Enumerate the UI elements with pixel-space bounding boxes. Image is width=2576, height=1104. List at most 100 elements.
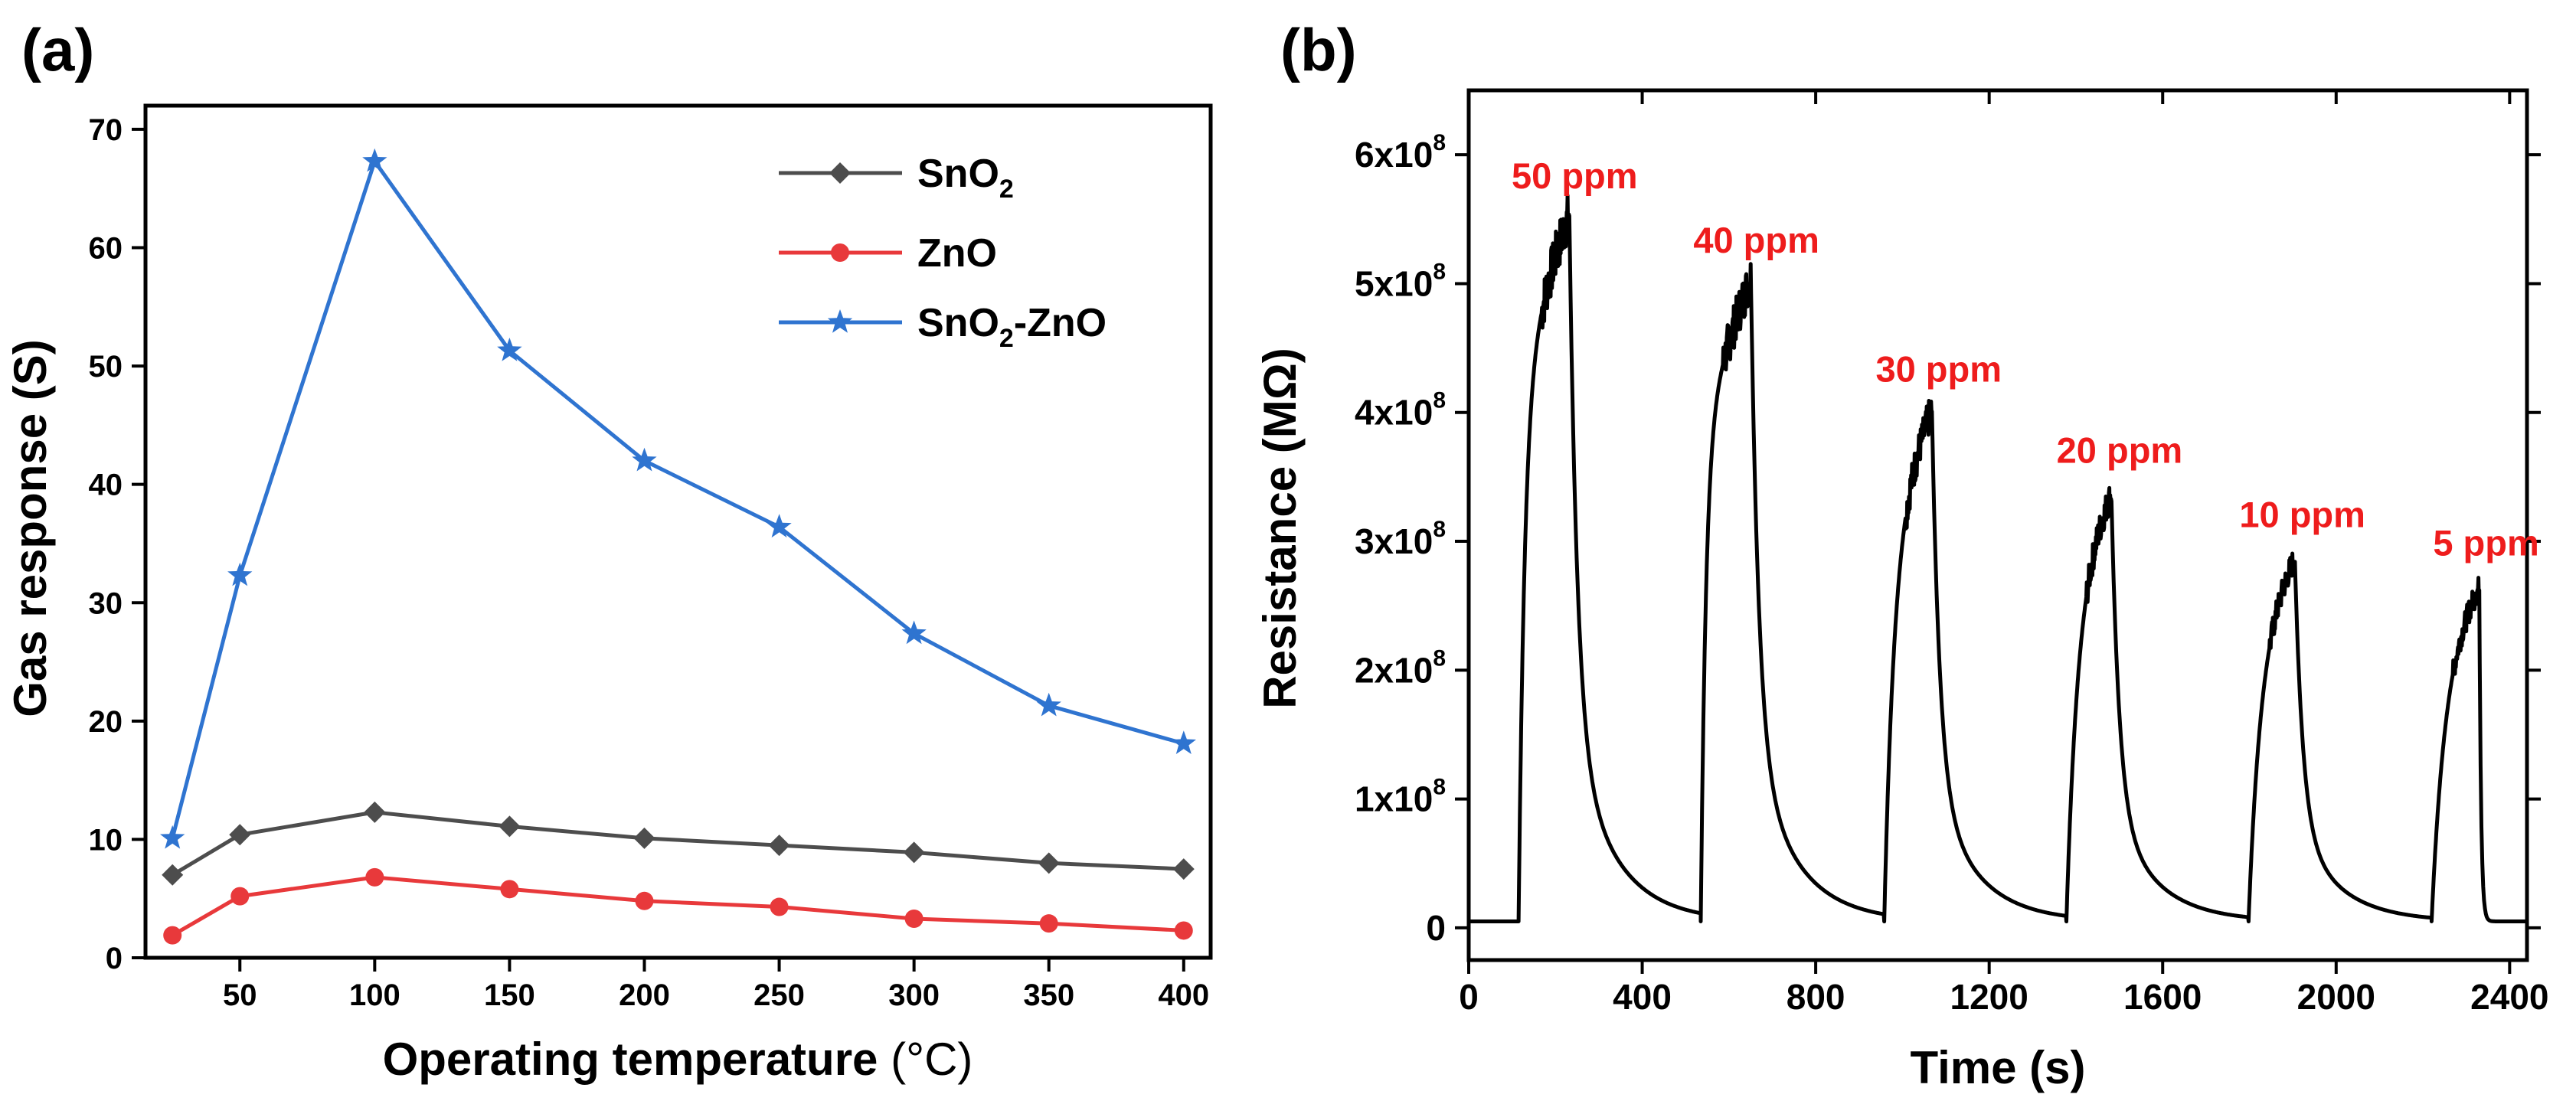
x-tick-label-b: 2400 bbox=[2470, 977, 2548, 1017]
concentration-label: 40 ppm bbox=[1693, 220, 1819, 260]
y-tick-mantissa: 3x10 bbox=[1355, 521, 1433, 561]
data-point-sno2 bbox=[633, 827, 655, 849]
y-tick-label-a: 50 bbox=[89, 350, 123, 384]
y-tick-label-b: 3x108 bbox=[1355, 517, 1446, 561]
y-tick-mantissa: 1x10 bbox=[1355, 779, 1433, 819]
x-tick-label-a: 200 bbox=[619, 978, 670, 1012]
axis-ticks-b: 0 400 800 1200 1600 2000 240001x1082x1083x1084… bbox=[1355, 90, 2549, 1017]
series-group-a bbox=[160, 148, 1196, 945]
y-tick-mantissa: 6x10 bbox=[1355, 135, 1433, 175]
data-point-zno bbox=[365, 867, 384, 887]
legend-marker-sno2 bbox=[829, 162, 851, 184]
series-line-sno2-zno bbox=[170, 159, 1185, 839]
y-tick-label-b: 4x108 bbox=[1355, 388, 1446, 433]
data-point-sno2 bbox=[1038, 852, 1060, 874]
data-point-sno2-zno bbox=[901, 620, 927, 645]
legend-label-main: SnO bbox=[917, 152, 999, 196]
x-tick-label-b: 400 bbox=[1613, 977, 1672, 1017]
legend-marker-zno bbox=[831, 243, 849, 262]
data-point-zno bbox=[635, 891, 654, 910]
y-tick-exponent: 8 bbox=[1433, 388, 1446, 413]
data-point-sno2 bbox=[499, 815, 521, 838]
y-tick-label-a: 40 bbox=[89, 469, 123, 502]
legend-label-main: SnO bbox=[917, 301, 999, 345]
y-tick-label-a: 60 bbox=[89, 232, 123, 266]
panel-label-b: (b) bbox=[1280, 16, 1357, 83]
x-tick-label-a: 250 bbox=[754, 978, 805, 1012]
data-point-sno2-zno bbox=[227, 562, 253, 586]
y-tick-mantissa: 5x10 bbox=[1355, 263, 1433, 303]
y-tick-mantissa: 2x10 bbox=[1355, 650, 1433, 690]
y-axis-title-b: Resistance (MΩ) bbox=[1254, 348, 1306, 709]
y-tick-mantissa: 4x10 bbox=[1355, 393, 1433, 433]
x-axis-title-a-main: Operating temperature bbox=[383, 1034, 878, 1085]
y-tick-exponent: 8 bbox=[1433, 645, 1446, 671]
concentration-label: 20 ppm bbox=[2057, 430, 2183, 470]
concentration-labels-b: 50 ppm 40 ppm 30 ppm 20 ppm 10 ppm 5 ppm bbox=[1512, 155, 2539, 563]
data-point-zno bbox=[770, 897, 789, 916]
y-tick-label-b: 1x108 bbox=[1355, 775, 1446, 819]
series-line-sno2 bbox=[171, 810, 1184, 877]
data-point-sno2 bbox=[229, 824, 251, 846]
panel-b: (b) 0 400 800 1200 1600 2000 240001x1082x1083x… bbox=[1254, 16, 2549, 1093]
x-axis-title-a: Operating temperature (°C) bbox=[383, 1034, 973, 1085]
data-point-sno2-zno bbox=[1036, 692, 1061, 717]
concentration-label: 5 ppm bbox=[2433, 523, 2538, 563]
x-axis-title-b: Time (s) bbox=[1911, 1042, 2086, 1093]
concentration-label: 30 ppm bbox=[1875, 348, 2002, 389]
data-point-sno2 bbox=[162, 864, 184, 886]
y-tick-label-a: 20 bbox=[89, 705, 123, 739]
x-tick-label-b: 800 bbox=[1787, 977, 1845, 1017]
legend-label-sno2-zno: SnO2-ZnO bbox=[917, 301, 1107, 353]
x-tick-label-b: 1200 bbox=[1950, 977, 2028, 1017]
x-tick-label-b: 1600 bbox=[2123, 977, 2202, 1017]
y-tick-label-b: 6x108 bbox=[1355, 130, 1446, 175]
y-tick-exponent: 8 bbox=[1433, 517, 1446, 542]
data-point-zno bbox=[1039, 914, 1058, 933]
data-point-sno2 bbox=[903, 841, 925, 864]
data-point-zno bbox=[1174, 921, 1193, 940]
x-tick-label-a: 100 bbox=[349, 978, 400, 1012]
legend-label-sno2: SnO2 bbox=[917, 152, 1014, 204]
data-point-sno2-zno bbox=[767, 514, 792, 538]
legend-marker-sno2-zno bbox=[827, 309, 853, 333]
x-tick-label-a: 400 bbox=[1158, 978, 1209, 1012]
data-point-sno2 bbox=[768, 835, 790, 857]
legend-label-subscript: 2 bbox=[999, 324, 1014, 353]
data-point-sno2-zno bbox=[632, 447, 657, 472]
y-tick-mantissa: 0 bbox=[1426, 908, 1446, 948]
data-point-zno bbox=[500, 880, 519, 899]
data-point-sno2 bbox=[1172, 858, 1195, 880]
data-point-zno bbox=[163, 926, 182, 945]
y-tick-label-b: 5x108 bbox=[1355, 259, 1446, 303]
plot-frame-b bbox=[1466, 88, 2529, 962]
x-tick-label-a: 50 bbox=[223, 978, 257, 1012]
data-point-sno2-zno bbox=[497, 338, 522, 361]
data-point-sno2-zno bbox=[362, 148, 387, 172]
x-tick-label-a: 150 bbox=[484, 978, 535, 1012]
series-line-zno bbox=[171, 875, 1184, 937]
y-tick-label-b: 0 bbox=[1426, 908, 1446, 948]
y-tick-label-b: 2x108 bbox=[1355, 645, 1446, 690]
data-point-sno2-zno bbox=[160, 825, 185, 849]
data-point-zno bbox=[904, 909, 924, 928]
legend-label-suffix: -ZnO bbox=[1014, 301, 1107, 345]
y-tick-label-a: 0 bbox=[106, 942, 123, 975]
y-tick-label-a: 30 bbox=[89, 586, 123, 620]
data-point-sno2-zno bbox=[1171, 730, 1196, 754]
legend-label-zno: ZnO bbox=[917, 231, 997, 276]
concentration-label: 50 ppm bbox=[1512, 155, 1638, 196]
legend-label-main: ZnO bbox=[917, 231, 997, 276]
y-tick-exponent: 8 bbox=[1433, 130, 1446, 155]
y-tick-exponent: 8 bbox=[1433, 775, 1446, 800]
y-tick-label-a: 70 bbox=[89, 113, 123, 147]
data-point-sno2 bbox=[364, 801, 386, 823]
x-tick-label-a: 350 bbox=[1023, 978, 1074, 1012]
axis-ticks-a: 50 100 150 200 250 300 350 400 0 10 20 30 40 50 60 70 bbox=[89, 113, 1210, 1012]
x-tick-label-b: 2000 bbox=[2297, 977, 2375, 1017]
panel-label-a: (a) bbox=[21, 16, 94, 83]
data-point-zno bbox=[230, 887, 250, 906]
y-axis-title-a: Gas response (S) bbox=[5, 339, 56, 717]
